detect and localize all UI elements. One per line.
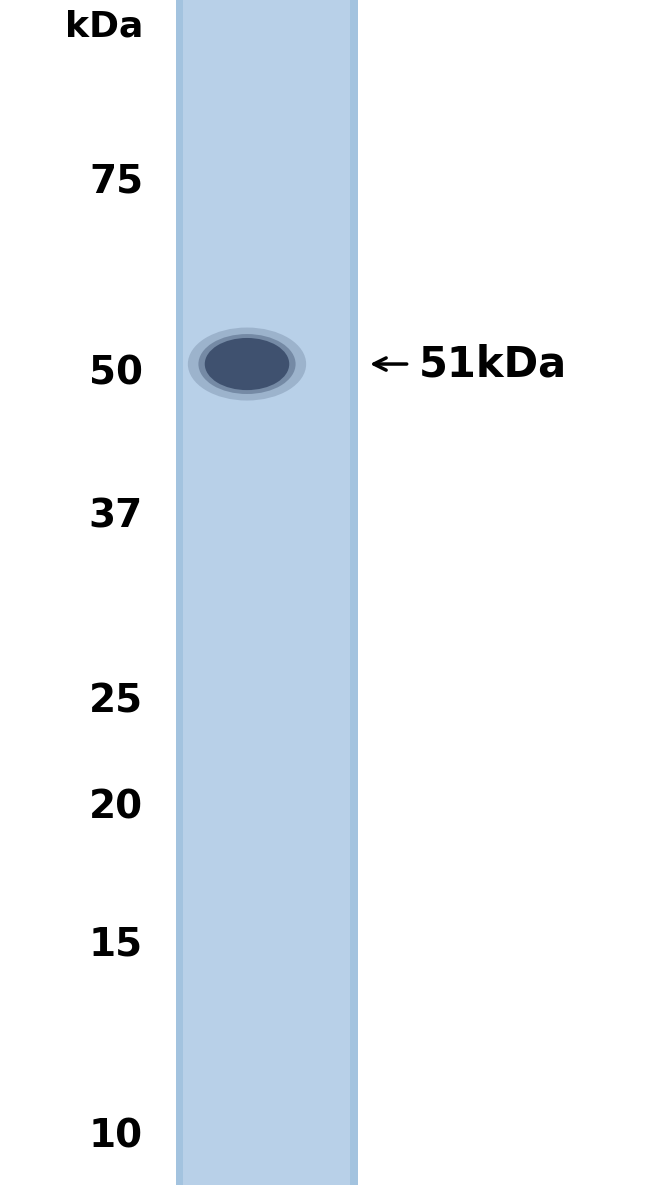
Bar xyxy=(176,0,183,1185)
Text: 50: 50 xyxy=(89,354,143,392)
Ellipse shape xyxy=(188,327,306,401)
Bar xyxy=(350,0,358,1185)
Text: 25: 25 xyxy=(89,683,143,720)
Text: kDa: kDa xyxy=(64,9,143,44)
Text: 15: 15 xyxy=(89,925,143,963)
Text: 75: 75 xyxy=(89,162,143,200)
Bar xyxy=(176,0,358,1185)
Text: 20: 20 xyxy=(89,789,143,827)
Ellipse shape xyxy=(198,334,296,395)
Ellipse shape xyxy=(205,338,289,390)
Text: 51kDa: 51kDa xyxy=(419,342,567,385)
Text: 10: 10 xyxy=(89,1117,143,1155)
Text: 37: 37 xyxy=(89,498,143,536)
